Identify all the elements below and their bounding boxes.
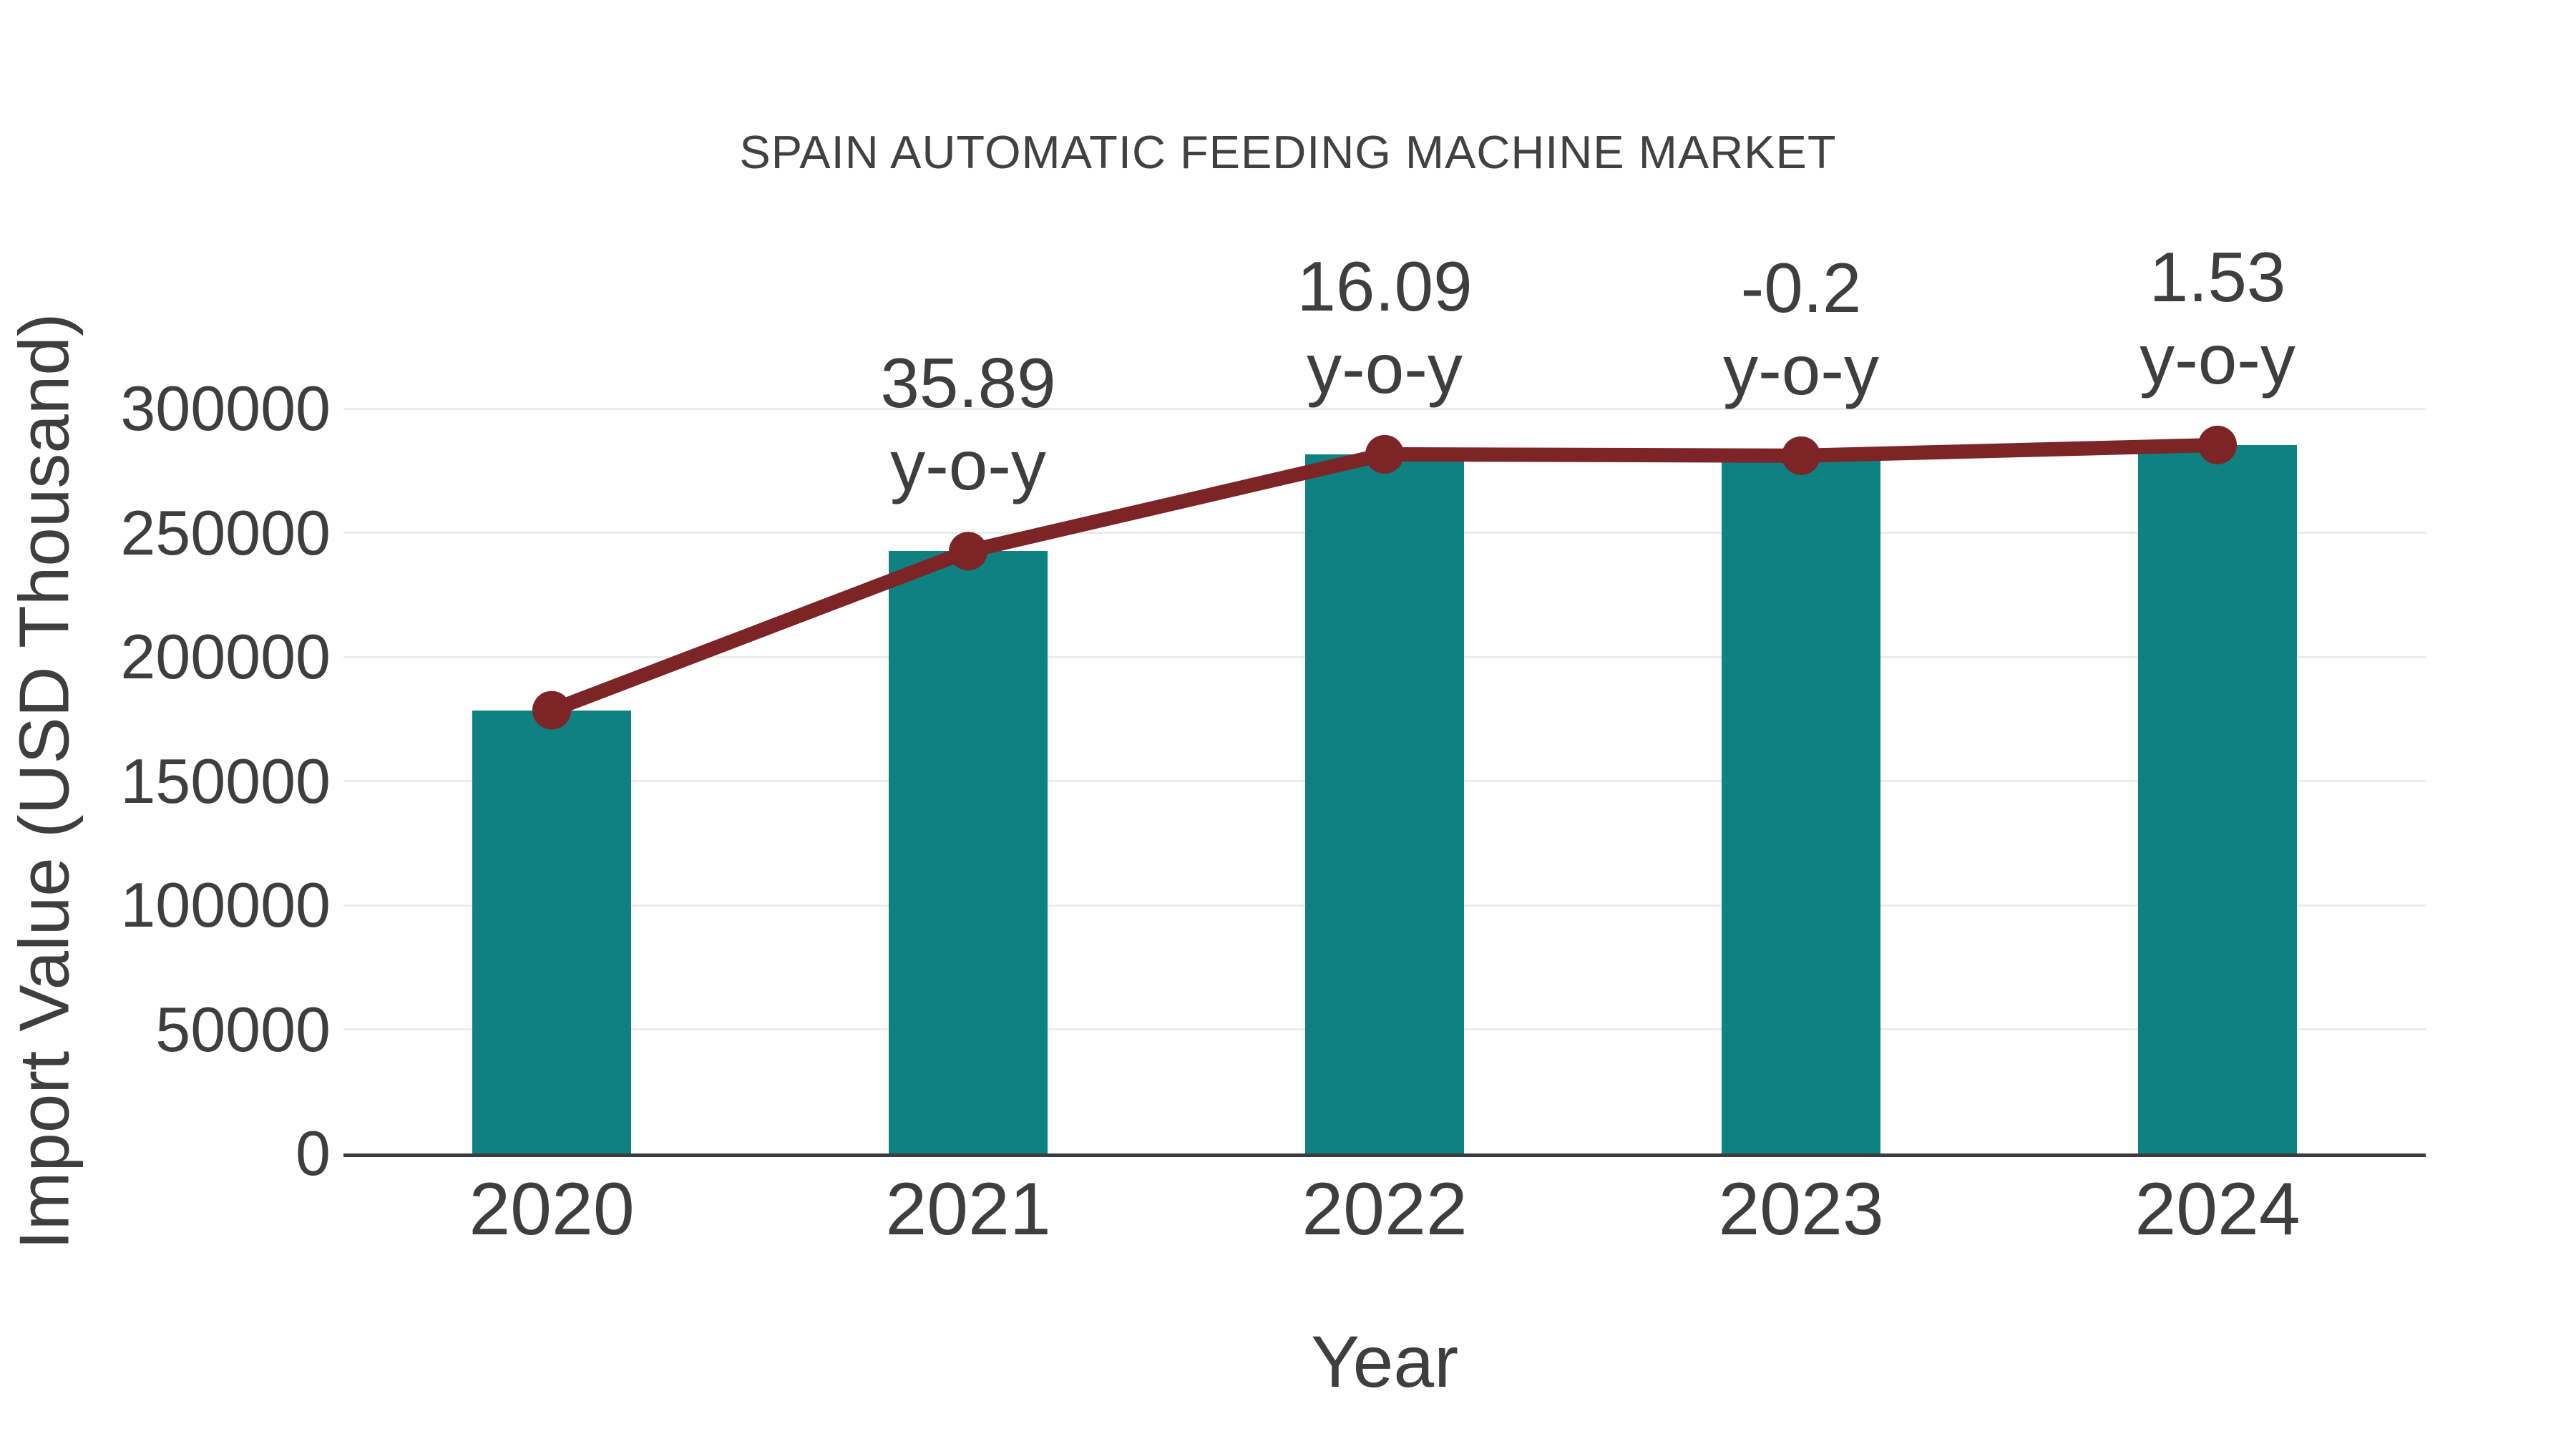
data-point-marker-2023	[1782, 436, 1820, 475]
y-tick-label-100000: 100000	[120, 869, 331, 940]
annotation-value: 35.89	[880, 343, 1056, 423]
x-tick-label-2023: 2023	[1718, 1168, 1884, 1251]
annotation-yoy-label: y-o-y	[1723, 330, 1879, 409]
annotation-2024: 1.53 y-o-y	[2003, 236, 2432, 401]
chart-title: SPAIN AUTOMATIC FEEDING MACHINE MARKET	[739, 126, 1837, 178]
data-point-marker-2020	[532, 691, 571, 730]
x-tick-label-2020: 2020	[469, 1168, 635, 1251]
annotation-value: 16.09	[1297, 246, 1473, 326]
data-point-marker-2022	[1365, 434, 1404, 474]
y-tick-label-50000: 50000	[155, 993, 331, 1065]
annotation-yoy-label: y-o-y	[2140, 319, 2296, 399]
y-tick-label-0: 0	[296, 1118, 331, 1189]
y-tick-label-150000: 150000	[120, 745, 331, 816]
y-tick-label-250000: 250000	[120, 497, 331, 568]
annotation-value: 1.53	[2149, 237, 2286, 316]
y-tick-label-200000: 200000	[120, 621, 331, 692]
bar-2024	[2138, 444, 2297, 1153]
gridline-300000	[343, 407, 2426, 410]
y-tick-label-300000: 300000	[120, 373, 331, 444]
x-tick-label-2022: 2022	[1302, 1168, 1468, 1251]
bar-2020	[472, 710, 631, 1153]
annotation-2022: 16.09 y-o-y	[1170, 245, 1599, 410]
annotation-2023: -0.2 y-o-y	[1586, 247, 2016, 411]
x-axis-baseline	[343, 1153, 2426, 1157]
x-axis-title: Year	[1310, 1321, 1459, 1402]
x-tick-label-2021: 2021	[885, 1168, 1051, 1251]
annotation-2021: 35.89 y-o-y	[753, 342, 1183, 507]
data-point-marker-2024	[2198, 425, 2237, 464]
annotation-yoy-label: y-o-y	[1307, 328, 1463, 408]
annotation-yoy-label: y-o-y	[890, 426, 1046, 505]
bar-2022	[1305, 454, 1464, 1153]
plot-area	[343, 407, 2426, 1157]
bar-2023	[1722, 455, 1880, 1153]
annotation-value: -0.2	[1740, 248, 1862, 327]
trend-line-layer	[532, 425, 2237, 730]
x-tick-label-2024: 2024	[2135, 1168, 2301, 1251]
data-point-marker-2021	[949, 532, 987, 571]
bar-2021	[889, 551, 1048, 1153]
